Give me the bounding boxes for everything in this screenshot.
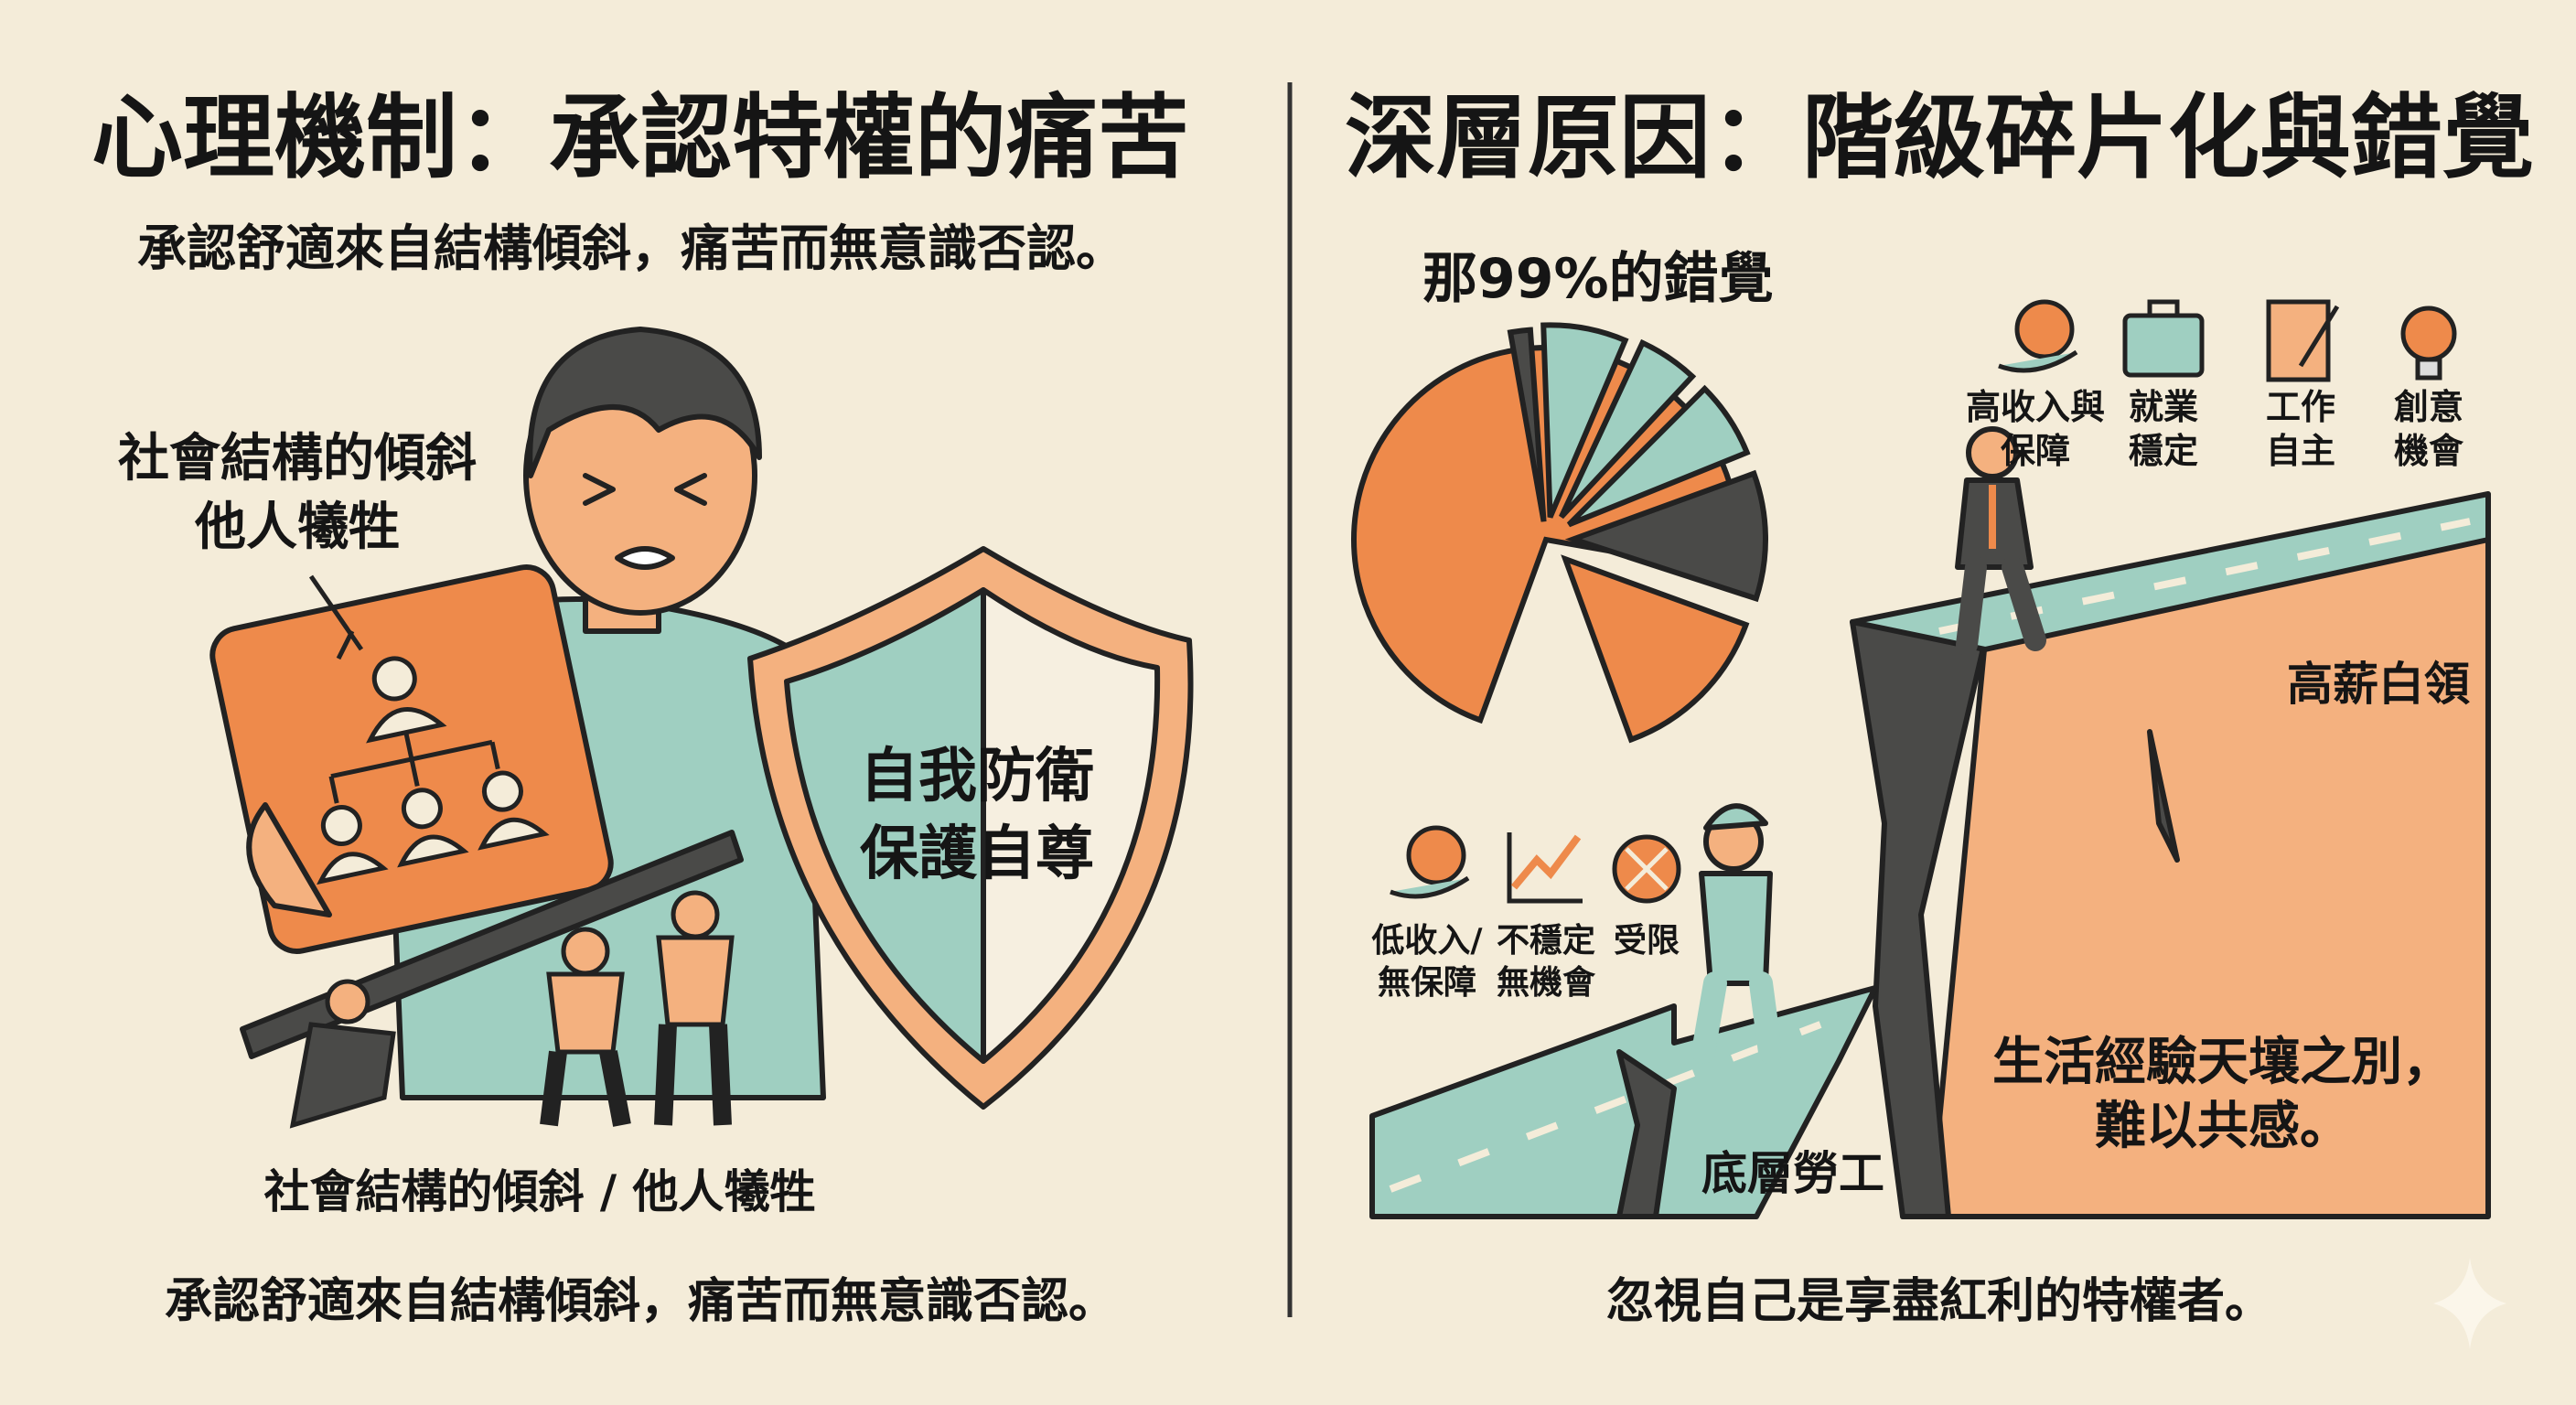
pie-slice [1564,469,1768,603]
cliff-illustration [1369,491,2491,1219]
icon-label-line1: 低收入/ [1371,922,1483,960]
icon-label-line1: 創意 [2394,387,2463,427]
sparkle-icon [2433,1258,2506,1349]
money-bag-hand-icon [1998,299,2078,373]
tilted-beam-illustration [240,830,744,1129]
icon-label-line1: 受限 [1614,922,1680,960]
pie-slice [1561,554,1750,744]
no-entry-icon [1612,834,1681,904]
briefcase-icon [2122,299,2205,378]
icon-label-line1: 就業 [2129,387,2198,427]
worker-label: 底層勞工 [1701,1147,1884,1200]
icon-label-line2: 自主 [2266,431,2335,471]
right-title: 深層原因：階級碎片化與錯覺 [1345,84,2534,191]
worker-illustration [1691,803,1782,1064]
shield-text-line2: 保護自尊 [860,820,1094,888]
left-bottom-label: 社會結構的傾斜 / 他人犧牲 [263,1165,815,1218]
businessman-illustration [1955,426,2046,656]
chart-up-icon [1507,832,1583,904]
gap-text-line2: 難以共感。 [2095,1097,2351,1156]
icon-label-line2: 穩定 [2129,431,2198,471]
pie-label: 那99%的錯覺 [1422,247,1774,311]
shield-text-line1: 自我防衛 [860,743,1094,810]
callout-line2: 他人犧牲 [194,498,400,557]
left-subtitle: 承認舒適來自結構傾斜，痛苦而無意識否認。 [137,220,1125,277]
right-caption: 忽視自己是享盡紅利的特權者。 [1606,1274,2272,1329]
shield-illustration [747,546,1194,1110]
pie-slice [1540,322,1629,519]
icon-label-line1: 高收入與 [1966,387,2105,427]
callout-line1: 社會結構的傾斜 [118,429,477,488]
callout-pointer [308,574,364,651]
icon-label-line2: 機會 [2394,431,2464,471]
document-pencil-icon [2266,299,2340,382]
pie-illustration [1351,322,1768,744]
left-caption: 承認舒適來自結構傾斜，痛苦而無意識否認。 [165,1274,1116,1329]
pie-slice [1566,384,1751,528]
yen-coin-hand-icon [1390,825,1470,899]
gap-text-line1: 生活經驗天壤之別， [1992,1033,2453,1092]
pie-slice [1559,338,1697,520]
white-collar-label: 高薪白領 [2287,658,2470,711]
icon-label-line1: 工作 [2266,387,2335,427]
icon-label-line2: 保障 [2001,431,2070,471]
pie-slice [1507,327,1547,522]
left-title: 心理機制：承認特權的痛苦 [91,84,1189,191]
icon-label-line2: 無機會 [1497,964,1596,1002]
org-chart-sign-illustration [209,564,614,954]
icon-label-line1: 不穩定 [1497,922,1595,960]
lightbulb-icon [2400,306,2457,381]
icon-label-line2: 無保障 [1378,964,1476,1002]
